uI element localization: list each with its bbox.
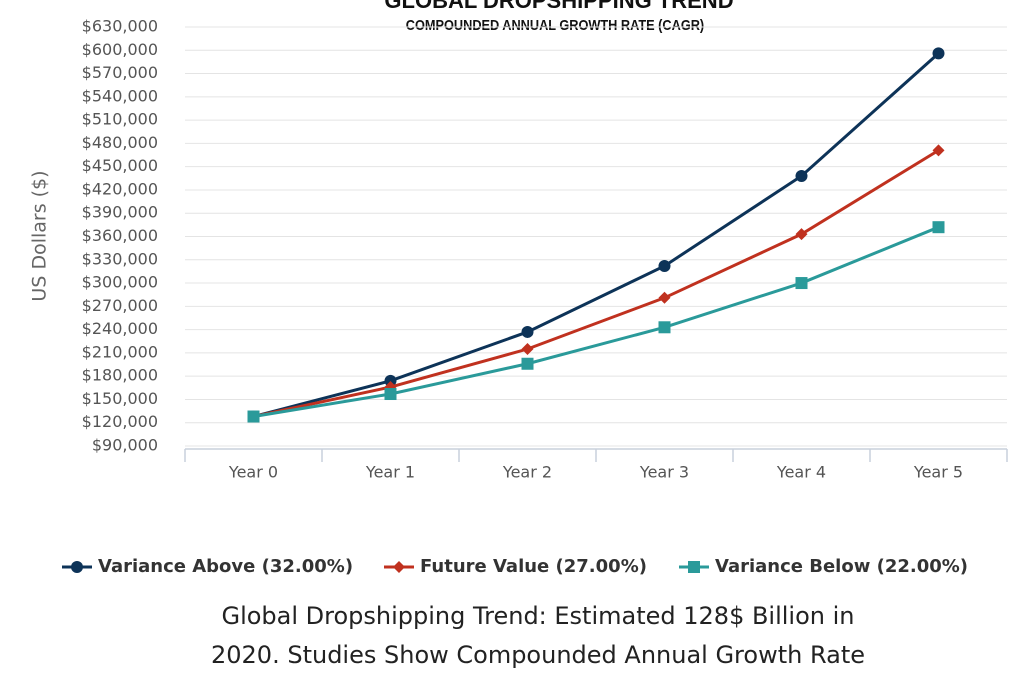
y-tick-label: $540,000 [82, 86, 158, 105]
y-tick-label: $600,000 [82, 40, 158, 59]
marker [521, 325, 534, 338]
marker [658, 321, 671, 334]
x-tick-label: Year 3 [639, 463, 689, 482]
y-tick-label: $390,000 [82, 203, 158, 222]
marker [521, 357, 534, 370]
x-tick-label: Year 0 [228, 463, 278, 482]
y-tick-label: $480,000 [82, 133, 158, 152]
chart-title: GLOBAL DROPSHIPPING TREND [384, 0, 733, 13]
marker [658, 291, 671, 304]
marker [795, 228, 808, 241]
series-line [253, 225, 940, 418]
y-tick-label: $450,000 [82, 156, 158, 175]
y-tick-label: $360,000 [82, 226, 158, 245]
y-tick-label: $330,000 [82, 249, 158, 268]
marker [384, 388, 397, 401]
y-tick-label: $120,000 [82, 412, 158, 431]
y-tick-label: $300,000 [82, 273, 158, 292]
x-tick-label: Year 5 [913, 463, 963, 482]
marker [795, 277, 808, 290]
y-tick-label: $630,000 [82, 17, 158, 36]
marker [932, 144, 945, 157]
marker [384, 374, 397, 387]
marker [688, 561, 700, 573]
series-line [253, 149, 940, 418]
marker [932, 221, 945, 234]
marker [658, 259, 671, 272]
legend-item: Variance Above (32.00%) [62, 556, 353, 577]
x-tick-label: Year 4 [776, 463, 826, 482]
y-axis-label: US Dollars ($) [29, 170, 51, 301]
legend-item: Future Value (27.00%) [384, 556, 647, 577]
series-line [253, 52, 940, 418]
y-tick-label: $150,000 [82, 389, 158, 408]
legend-item: Variance Below (22.00%) [679, 556, 968, 577]
x-tick-label: Year 2 [502, 463, 552, 482]
marker [932, 47, 945, 60]
caption: Global Dropshipping Trend: Estimated 128… [221, 602, 854, 630]
y-tick-label: $180,000 [82, 366, 158, 385]
y-tick-label: $420,000 [82, 179, 158, 198]
legend-label: Future Value (27.00%) [420, 556, 647, 577]
caption: 2020. Studies Show Compounded Annual Gro… [211, 641, 865, 669]
y-tick-label: $570,000 [82, 63, 158, 82]
marker [521, 343, 534, 356]
y-tick-label: $210,000 [82, 342, 158, 361]
x-tick-label: Year 1 [365, 463, 415, 482]
y-tick-label: $240,000 [82, 319, 158, 338]
marker [393, 561, 405, 573]
marker [247, 410, 260, 423]
legend-label: Variance Below (22.00%) [715, 556, 968, 577]
y-tick-label: $270,000 [82, 296, 158, 315]
marker [795, 169, 808, 182]
marker [71, 561, 83, 573]
y-tick-label: $90,000 [92, 436, 158, 455]
chart-subtitle: COMPOUNDED ANNUAL GROWTH RATE (CAGR) [406, 16, 704, 33]
y-tick-label: $510,000 [82, 110, 158, 129]
legend-label: Variance Above (32.00%) [98, 556, 353, 577]
